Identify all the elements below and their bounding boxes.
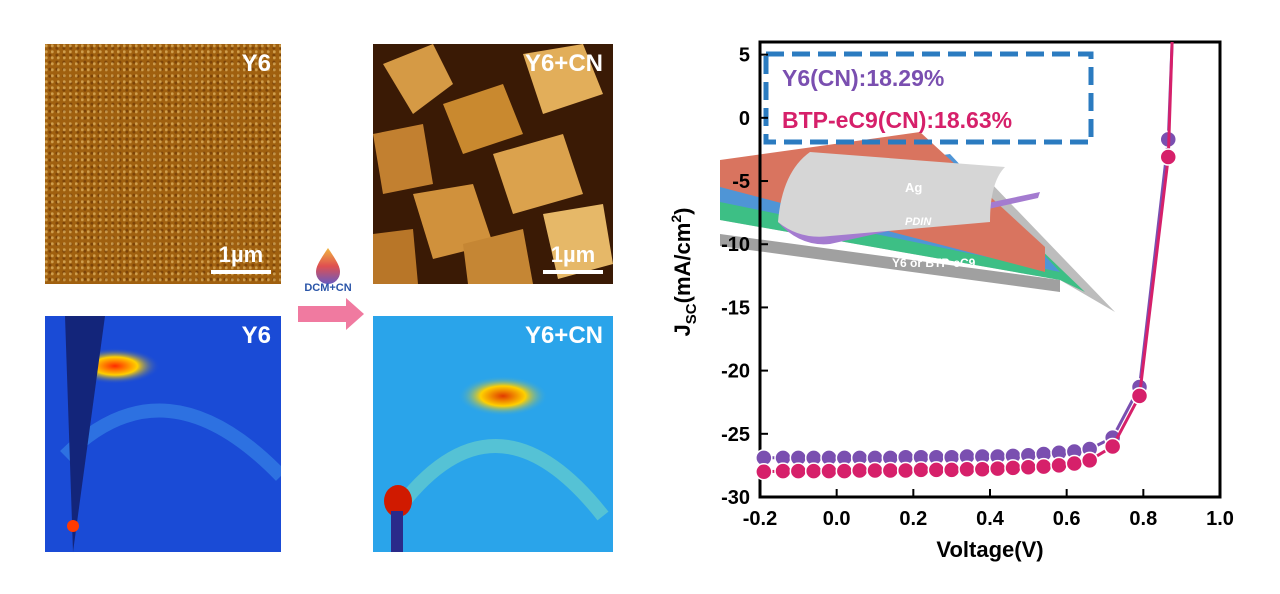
data-point-1 [850, 461, 869, 480]
x-tick-label: 0.4 [976, 508, 1005, 530]
afm-y6cn-label: Y6+CN [524, 50, 603, 77]
data-point-1 [774, 462, 792, 480]
giwaxs-y6cn-pattern [384, 376, 609, 552]
data-point-1 [912, 461, 930, 479]
legend-y6: Y6(CN):18.29% [782, 65, 944, 91]
process-arrow-block: DCM+CN [286, 246, 370, 336]
y-tick-label: -15 [721, 297, 750, 319]
giwaxs-y6-label: Y6 [241, 322, 271, 349]
data-point-1 [1050, 456, 1068, 475]
giwaxs-y6-pattern [60, 316, 281, 552]
giwaxs-image-y6cn: Y6+CN [373, 316, 613, 552]
jv-chart: Ag PDIN Y6 or BTP-eC9 PM6 PEDOT:PSS ITO … [660, 22, 1260, 587]
afm-image-y6: Y6 1µm [45, 44, 281, 284]
process-arrow-icon [298, 298, 364, 330]
layer-ito-side [720, 234, 1060, 292]
data-point-1 [1080, 451, 1099, 470]
afm-y6-scalebar: 1µm [211, 242, 271, 274]
data-point-1 [1130, 387, 1149, 405]
data-point-1 [866, 461, 884, 480]
y-axis-label-sup: 2 [668, 215, 684, 223]
data-point-1 [835, 462, 854, 480]
data-point-1 [820, 462, 838, 480]
process-label: DCM+CN [304, 282, 352, 294]
data-point-1 [1019, 458, 1038, 477]
stack-label-active: Y6 or BTP-eC9 [892, 256, 976, 270]
y-axis-label-group: JSC(mA/cm2) [668, 208, 700, 337]
data-point-1 [804, 462, 823, 480]
y-tick-label: -5 [732, 171, 750, 193]
layer-pdin [778, 192, 1040, 245]
afm-y6cn-scale-text: 1µm [550, 242, 596, 267]
afm-image-y6cn: Y6+CN 1µm [373, 44, 613, 284]
data-point-1 [1103, 437, 1122, 456]
legend-box [763, 51, 1094, 145]
stack-label-pm6: PM6 [920, 288, 945, 302]
data-point-1 [1159, 148, 1177, 166]
data-point-1 [789, 462, 808, 480]
device-stack-inset: Ag PDIN Y6 or BTP-eC9 PM6 PEDOT:PSS ITO [720, 132, 1115, 365]
giwaxs-y6cn-label: Y6+CN [524, 322, 603, 349]
afm-y6-label: Y6 [241, 50, 271, 77]
layer-ag [778, 152, 1005, 237]
x-tick-label: -0.2 [743, 508, 777, 530]
data-point-1 [988, 459, 1007, 478]
afm-y6-scale-text: 1µm [218, 242, 264, 267]
solvent-drop-icon [316, 248, 340, 284]
y-axis-label-close: ) [670, 208, 695, 215]
y-axis-label: JSC(mA/cm2) [668, 208, 700, 337]
y-tick-label: -10 [721, 234, 750, 256]
afm-y6cn-scalebar: 1µm [543, 242, 603, 274]
data-point-1 [1004, 459, 1022, 477]
legend-btp: BTP-eC9(CN):18.63% [782, 107, 1012, 133]
jv-chart-svg: Ag PDIN Y6 or BTP-eC9 PM6 PEDOT:PSS ITO … [668, 40, 1234, 562]
stack-label-pedot: PEDOT:PSS [935, 323, 997, 335]
x-axis-label: Voltage(V) [936, 537, 1043, 562]
data-point-1 [755, 462, 773, 481]
y-tick-label: -30 [721, 487, 750, 509]
data-point-1 [1034, 457, 1053, 476]
y-axis-label-unit: (mA/cm [670, 223, 695, 304]
afm-y6cn-crystals [373, 44, 613, 284]
afm-y6-scale-line [211, 270, 271, 274]
giwaxs-image-y6: Y6 [45, 316, 281, 552]
stack-label-ag: Ag [905, 180, 922, 195]
data-point-1 [881, 461, 900, 480]
stack-label-ito: ITO [995, 353, 1014, 365]
data-point-1 [1065, 454, 1084, 473]
y-tick-label: 0 [739, 108, 750, 130]
y-tick-label: -20 [721, 361, 750, 383]
data-point-1 [942, 461, 961, 479]
data-point-1 [896, 461, 915, 480]
data-point-1 [973, 460, 992, 478]
data-point-1 [958, 460, 976, 478]
y-tick-label: 5 [739, 45, 750, 67]
x-tick-label: 1.0 [1206, 508, 1234, 530]
x-tick-label: 0.8 [1129, 508, 1157, 530]
y-axis-label-sub: SC [683, 303, 700, 324]
x-tick-label: 0.6 [1053, 508, 1081, 530]
afm-y6cn-scale-line [543, 270, 603, 274]
stack-label-pdin: PDIN [905, 216, 932, 228]
x-tick-label: 0.2 [899, 508, 927, 530]
y-tick-label: -25 [721, 424, 750, 446]
process-arrow-graphic [298, 248, 364, 330]
x-tick-label: 0.0 [823, 508, 851, 530]
y-axis-label-main: J [670, 324, 695, 336]
data-point-1 [927, 461, 946, 479]
